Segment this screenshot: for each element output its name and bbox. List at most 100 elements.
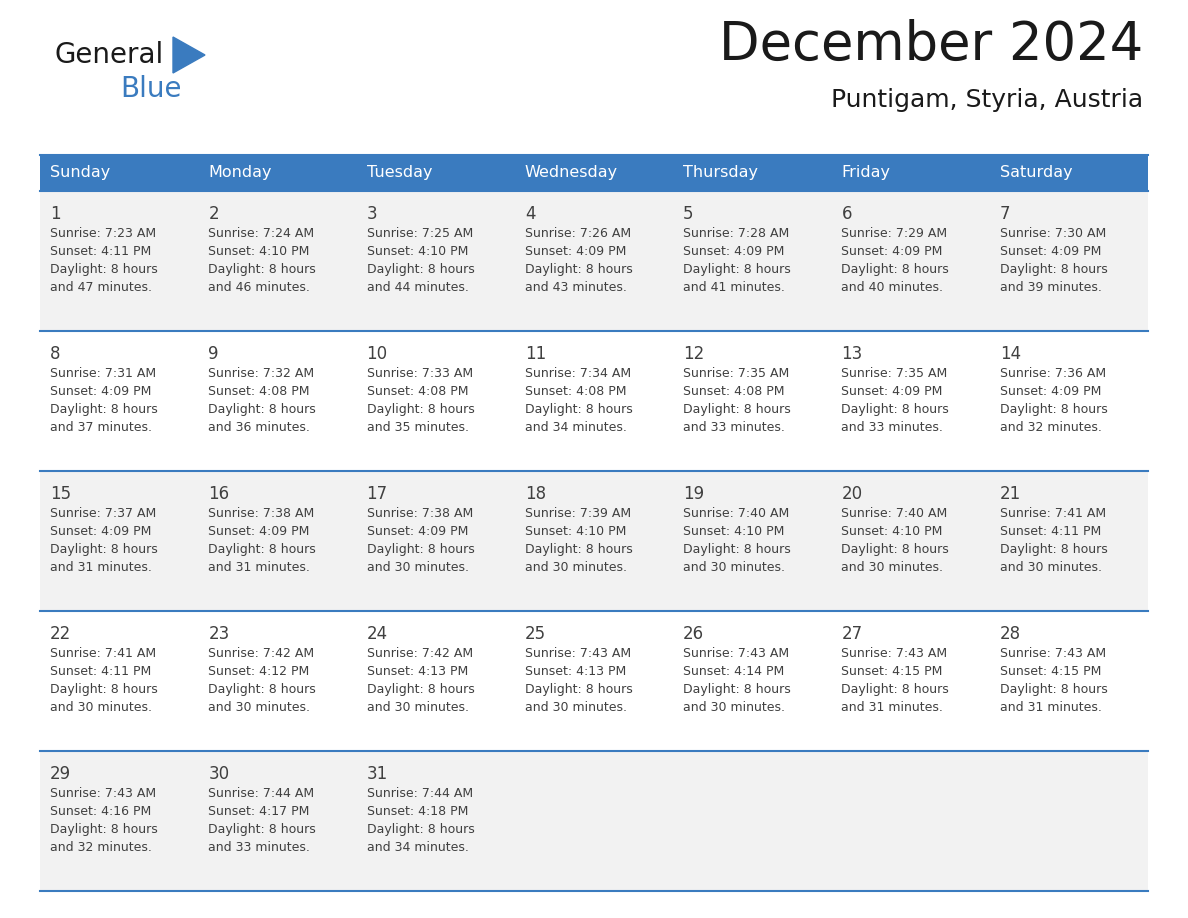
Text: 18: 18 bbox=[525, 485, 546, 503]
Text: and 33 minutes.: and 33 minutes. bbox=[208, 841, 310, 854]
Text: Sunrise: 7:44 AM: Sunrise: 7:44 AM bbox=[367, 787, 473, 800]
Text: 26: 26 bbox=[683, 625, 704, 643]
Text: Sunset: 4:08 PM: Sunset: 4:08 PM bbox=[525, 385, 626, 398]
Text: Sunset: 4:18 PM: Sunset: 4:18 PM bbox=[367, 805, 468, 818]
Text: Sunrise: 7:40 AM: Sunrise: 7:40 AM bbox=[683, 507, 789, 520]
Text: 24: 24 bbox=[367, 625, 387, 643]
Text: Daylight: 8 hours: Daylight: 8 hours bbox=[367, 263, 474, 276]
Text: 7: 7 bbox=[1000, 205, 1010, 223]
Text: 13: 13 bbox=[841, 345, 862, 363]
Text: Monday: Monday bbox=[208, 165, 272, 181]
Text: and 33 minutes.: and 33 minutes. bbox=[683, 421, 785, 434]
Text: Daylight: 8 hours: Daylight: 8 hours bbox=[208, 823, 316, 836]
Text: Sunrise: 7:23 AM: Sunrise: 7:23 AM bbox=[50, 227, 156, 240]
Text: Sunset: 4:09 PM: Sunset: 4:09 PM bbox=[841, 245, 943, 258]
Text: Sunrise: 7:34 AM: Sunrise: 7:34 AM bbox=[525, 367, 631, 380]
Bar bbox=[40, 331, 1148, 471]
Text: Sunset: 4:09 PM: Sunset: 4:09 PM bbox=[367, 525, 468, 538]
Text: 16: 16 bbox=[208, 485, 229, 503]
Text: Sunrise: 7:31 AM: Sunrise: 7:31 AM bbox=[50, 367, 156, 380]
Text: 31: 31 bbox=[367, 765, 387, 783]
Text: and 30 minutes.: and 30 minutes. bbox=[1000, 561, 1101, 574]
Text: and 37 minutes.: and 37 minutes. bbox=[50, 421, 152, 434]
Text: and 36 minutes.: and 36 minutes. bbox=[208, 421, 310, 434]
Text: Daylight: 8 hours: Daylight: 8 hours bbox=[208, 263, 316, 276]
Text: 1: 1 bbox=[50, 205, 61, 223]
Text: Daylight: 8 hours: Daylight: 8 hours bbox=[683, 403, 791, 416]
Text: Sunrise: 7:42 AM: Sunrise: 7:42 AM bbox=[367, 647, 473, 660]
Text: Sunset: 4:09 PM: Sunset: 4:09 PM bbox=[683, 245, 784, 258]
Text: and 30 minutes.: and 30 minutes. bbox=[525, 561, 627, 574]
Text: 4: 4 bbox=[525, 205, 536, 223]
Text: Sunset: 4:10 PM: Sunset: 4:10 PM bbox=[208, 245, 310, 258]
Text: Daylight: 8 hours: Daylight: 8 hours bbox=[208, 543, 316, 556]
Text: Daylight: 8 hours: Daylight: 8 hours bbox=[50, 823, 158, 836]
Text: 9: 9 bbox=[208, 345, 219, 363]
Text: and 32 minutes.: and 32 minutes. bbox=[50, 841, 152, 854]
Text: Sunrise: 7:40 AM: Sunrise: 7:40 AM bbox=[841, 507, 948, 520]
Text: Sunrise: 7:26 AM: Sunrise: 7:26 AM bbox=[525, 227, 631, 240]
Text: Daylight: 8 hours: Daylight: 8 hours bbox=[208, 403, 316, 416]
Text: Sunset: 4:08 PM: Sunset: 4:08 PM bbox=[683, 385, 784, 398]
Text: Sunrise: 7:37 AM: Sunrise: 7:37 AM bbox=[50, 507, 157, 520]
Text: Sunrise: 7:39 AM: Sunrise: 7:39 AM bbox=[525, 507, 631, 520]
Text: 22: 22 bbox=[50, 625, 71, 643]
Text: Sunrise: 7:41 AM: Sunrise: 7:41 AM bbox=[1000, 507, 1106, 520]
Text: and 31 minutes.: and 31 minutes. bbox=[841, 701, 943, 714]
Text: 19: 19 bbox=[683, 485, 704, 503]
Text: Daylight: 8 hours: Daylight: 8 hours bbox=[1000, 403, 1107, 416]
Text: and 30 minutes.: and 30 minutes. bbox=[525, 701, 627, 714]
Text: and 43 minutes.: and 43 minutes. bbox=[525, 281, 627, 294]
Text: 17: 17 bbox=[367, 485, 387, 503]
Text: Sunset: 4:09 PM: Sunset: 4:09 PM bbox=[208, 525, 310, 538]
Bar bbox=[40, 471, 1148, 611]
Text: Sunset: 4:09 PM: Sunset: 4:09 PM bbox=[1000, 245, 1101, 258]
Text: Sunset: 4:11 PM: Sunset: 4:11 PM bbox=[1000, 525, 1101, 538]
Text: Sunset: 4:15 PM: Sunset: 4:15 PM bbox=[841, 665, 943, 678]
Text: Sunrise: 7:41 AM: Sunrise: 7:41 AM bbox=[50, 647, 156, 660]
Text: Daylight: 8 hours: Daylight: 8 hours bbox=[50, 403, 158, 416]
Text: and 30 minutes.: and 30 minutes. bbox=[50, 701, 152, 714]
Text: and 34 minutes.: and 34 minutes. bbox=[367, 841, 468, 854]
Text: 21: 21 bbox=[1000, 485, 1020, 503]
Bar bbox=[40, 611, 1148, 751]
Text: Sunset: 4:09 PM: Sunset: 4:09 PM bbox=[50, 525, 151, 538]
Text: December 2024: December 2024 bbox=[719, 19, 1143, 71]
Text: 30: 30 bbox=[208, 765, 229, 783]
Text: Sunset: 4:10 PM: Sunset: 4:10 PM bbox=[841, 525, 943, 538]
Text: 15: 15 bbox=[50, 485, 71, 503]
Text: Daylight: 8 hours: Daylight: 8 hours bbox=[50, 263, 158, 276]
Text: Blue: Blue bbox=[120, 75, 182, 103]
Text: Sunset: 4:11 PM: Sunset: 4:11 PM bbox=[50, 245, 151, 258]
Text: and 31 minutes.: and 31 minutes. bbox=[50, 561, 152, 574]
Text: Sunset: 4:09 PM: Sunset: 4:09 PM bbox=[841, 385, 943, 398]
Text: and 44 minutes.: and 44 minutes. bbox=[367, 281, 468, 294]
Text: Tuesday: Tuesday bbox=[367, 165, 432, 181]
Text: and 30 minutes.: and 30 minutes. bbox=[841, 561, 943, 574]
Text: and 46 minutes.: and 46 minutes. bbox=[208, 281, 310, 294]
Text: Sunset: 4:09 PM: Sunset: 4:09 PM bbox=[1000, 385, 1101, 398]
Text: Wednesday: Wednesday bbox=[525, 165, 618, 181]
Text: and 41 minutes.: and 41 minutes. bbox=[683, 281, 785, 294]
Text: Daylight: 8 hours: Daylight: 8 hours bbox=[525, 263, 632, 276]
Text: Sunrise: 7:43 AM: Sunrise: 7:43 AM bbox=[841, 647, 948, 660]
Text: 28: 28 bbox=[1000, 625, 1020, 643]
Text: and 30 minutes.: and 30 minutes. bbox=[683, 701, 785, 714]
Text: and 35 minutes.: and 35 minutes. bbox=[367, 421, 468, 434]
Text: 14: 14 bbox=[1000, 345, 1020, 363]
Text: 2: 2 bbox=[208, 205, 219, 223]
Text: Sunset: 4:17 PM: Sunset: 4:17 PM bbox=[208, 805, 310, 818]
Text: 5: 5 bbox=[683, 205, 694, 223]
Text: Daylight: 8 hours: Daylight: 8 hours bbox=[683, 543, 791, 556]
Text: Daylight: 8 hours: Daylight: 8 hours bbox=[367, 683, 474, 696]
Text: Sunset: 4:13 PM: Sunset: 4:13 PM bbox=[525, 665, 626, 678]
Text: 12: 12 bbox=[683, 345, 704, 363]
Text: 3: 3 bbox=[367, 205, 378, 223]
Text: Sunset: 4:12 PM: Sunset: 4:12 PM bbox=[208, 665, 310, 678]
Text: Daylight: 8 hours: Daylight: 8 hours bbox=[841, 543, 949, 556]
Text: Sunset: 4:08 PM: Sunset: 4:08 PM bbox=[367, 385, 468, 398]
Text: and 33 minutes.: and 33 minutes. bbox=[841, 421, 943, 434]
Text: Daylight: 8 hours: Daylight: 8 hours bbox=[525, 683, 632, 696]
Text: 11: 11 bbox=[525, 345, 546, 363]
Text: Daylight: 8 hours: Daylight: 8 hours bbox=[683, 683, 791, 696]
